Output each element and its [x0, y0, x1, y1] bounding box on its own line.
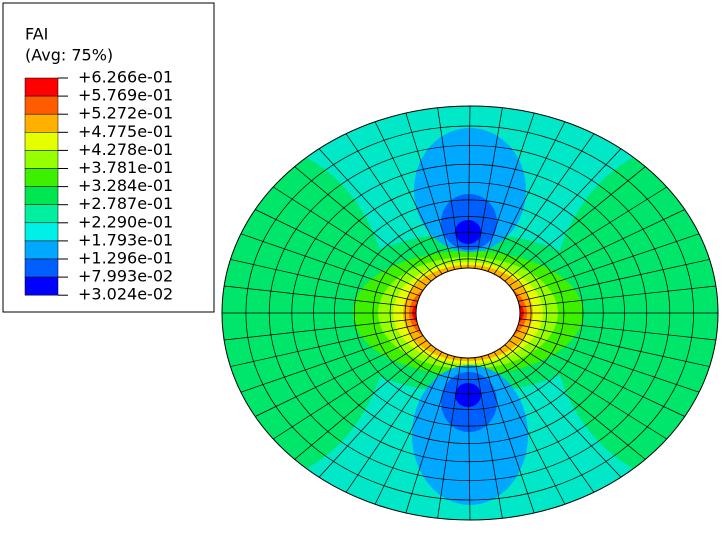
- mesh-spoke: [345, 133, 443, 275]
- legend-band: [24, 222, 59, 242]
- mesh-spoke: [318, 148, 437, 278]
- mesh-spoke: [504, 344, 646, 460]
- legend-band: [24, 240, 59, 260]
- legend-label: +3.284e-01: [78, 176, 173, 195]
- mesh-spoke: [294, 344, 432, 460]
- mesh-spoke: [437, 357, 462, 519]
- mesh-spoke: [515, 233, 700, 297]
- mesh-spoke: [467, 105, 471, 269]
- mesh-spoke: [487, 121, 566, 272]
- legend-label: +2.290e-01: [78, 212, 173, 231]
- legend-band: [24, 150, 59, 169]
- mesh-spoke: [512, 209, 685, 291]
- mesh-spoke: [374, 121, 449, 272]
- legend-label: +6.266e-01: [78, 68, 173, 87]
- mesh-spoke: [318, 348, 437, 478]
- mesh-spoke: [493, 133, 595, 275]
- mesh-spoke: [240, 233, 421, 297]
- mesh-spoke: [518, 259, 710, 302]
- mesh-spoke: [512, 335, 685, 417]
- legend-band: [24, 258, 59, 278]
- mesh-spoke: [509, 186, 667, 286]
- legend-label: +1.793e-01: [78, 230, 173, 249]
- legend-label: +3.781e-01: [78, 158, 173, 177]
- legend-band: [24, 113, 59, 133]
- mesh-spoke: [405, 112, 455, 270]
- legend-label: +5.769e-01: [78, 86, 173, 105]
- legend-label: +4.775e-01: [78, 122, 173, 141]
- legend-label: +5.272e-01: [78, 104, 173, 123]
- legend-band: [24, 77, 59, 97]
- legend-label: +4.278e-01: [78, 140, 173, 159]
- mesh-spoke: [230, 259, 418, 302]
- legend-label: +2.787e-01: [78, 194, 173, 213]
- legend-subtitle: (Avg: 75%): [25, 46, 113, 65]
- mesh-spoke: [515, 329, 700, 393]
- mesh-spoke: [224, 285, 417, 308]
- mesh-spoke: [481, 112, 535, 270]
- mesh-spoke: [273, 186, 427, 286]
- mesh-spoke: [509, 340, 667, 440]
- mesh-spoke: [437, 107, 462, 269]
- mesh: [222, 105, 718, 521]
- mesh-spoke: [519, 285, 716, 308]
- legend-band: [24, 204, 59, 224]
- legend-title: FAI: [25, 25, 48, 44]
- mesh-spoke: [519, 318, 716, 341]
- mesh-spoke: [240, 329, 421, 393]
- legend-label: +1.296e-01: [78, 249, 173, 268]
- mesh-spoke: [467, 357, 471, 521]
- legend-band: [24, 276, 59, 296]
- mesh-spoke: [294, 166, 432, 282]
- mesh-spoke: [474, 357, 503, 519]
- mesh-spoke: [405, 356, 455, 514]
- mesh-spoke: [493, 351, 595, 493]
- mesh-spoke: [481, 356, 535, 514]
- mesh-spoke: [474, 107, 503, 269]
- mesh-spoke: [499, 348, 622, 478]
- legend-label: +3.024e-02: [78, 285, 173, 304]
- legend-band: [24, 132, 59, 151]
- mesh-spoke: [345, 351, 443, 493]
- hole: [415, 267, 521, 359]
- mesh-spoke: [224, 318, 417, 341]
- legend-band: [24, 186, 59, 205]
- mesh-spoke: [518, 324, 710, 367]
- field-spot: [455, 383, 481, 407]
- mesh-spoke: [504, 166, 646, 282]
- mesh-spoke: [499, 148, 622, 278]
- mesh-spoke: [374, 354, 449, 505]
- mesh-spoke: [273, 340, 427, 440]
- legend-band: [24, 95, 59, 115]
- legend-label: +7.993e-02: [78, 267, 173, 286]
- mesh-spoke: [255, 335, 424, 417]
- legend-band: [24, 168, 59, 187]
- disk-outline: [221, 105, 719, 521]
- mesh-spoke: [487, 354, 566, 505]
- mesh-spoke: [230, 324, 418, 367]
- mesh-spoke: [255, 209, 424, 291]
